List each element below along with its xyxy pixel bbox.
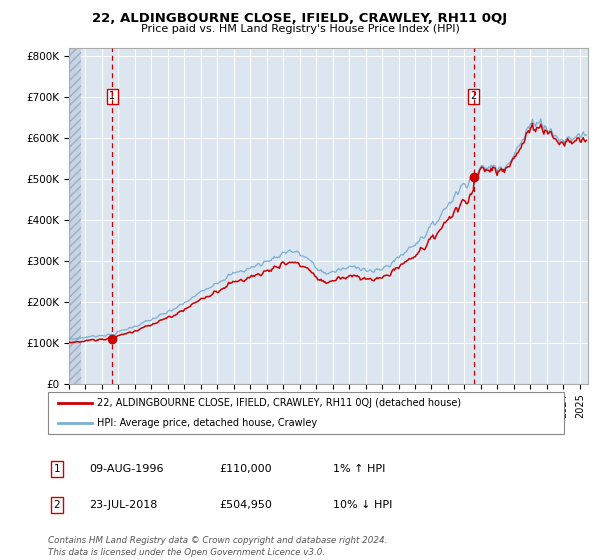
Text: 09-AUG-1996: 09-AUG-1996: [89, 464, 163, 474]
Text: 2: 2: [53, 500, 61, 510]
Text: 22, ALDINGBOURNE CLOSE, IFIELD, CRAWLEY, RH11 0QJ (detached house): 22, ALDINGBOURNE CLOSE, IFIELD, CRAWLEY,…: [97, 398, 461, 408]
Text: Price paid vs. HM Land Registry's House Price Index (HPI): Price paid vs. HM Land Registry's House …: [140, 24, 460, 34]
Text: 22, ALDINGBOURNE CLOSE, IFIELD, CRAWLEY, RH11 0QJ: 22, ALDINGBOURNE CLOSE, IFIELD, CRAWLEY,…: [92, 12, 508, 25]
Text: 1: 1: [109, 91, 115, 101]
Text: 23-JUL-2018: 23-JUL-2018: [89, 500, 157, 510]
FancyBboxPatch shape: [48, 392, 564, 434]
Text: 1: 1: [53, 464, 61, 474]
Text: 10% ↓ HPI: 10% ↓ HPI: [333, 500, 392, 510]
Text: £110,000: £110,000: [219, 464, 272, 474]
Text: £504,950: £504,950: [219, 500, 272, 510]
Text: HPI: Average price, detached house, Crawley: HPI: Average price, detached house, Craw…: [97, 418, 317, 428]
Text: 2: 2: [470, 91, 477, 101]
Bar: [69, 48, 82, 384]
Text: Contains HM Land Registry data © Crown copyright and database right 2024.
This d: Contains HM Land Registry data © Crown c…: [48, 536, 388, 557]
Text: 1% ↑ HPI: 1% ↑ HPI: [333, 464, 385, 474]
